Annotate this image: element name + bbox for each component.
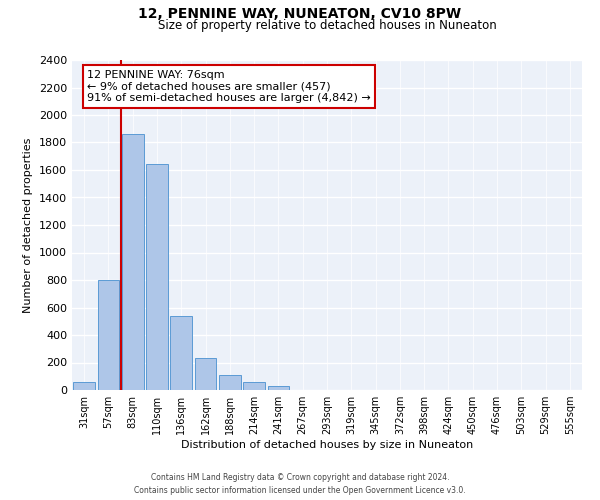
Bar bbox=[97, 280, 119, 390]
Bar bbox=[194, 358, 217, 390]
Bar bbox=[73, 382, 95, 390]
Bar bbox=[122, 134, 143, 390]
Title: Size of property relative to detached houses in Nuneaton: Size of property relative to detached ho… bbox=[158, 20, 496, 32]
Text: 12 PENNINE WAY: 76sqm
← 9% of detached houses are smaller (457)
91% of semi-deta: 12 PENNINE WAY: 76sqm ← 9% of detached h… bbox=[88, 70, 371, 103]
Bar bbox=[268, 386, 289, 390]
Bar bbox=[219, 375, 241, 390]
Y-axis label: Number of detached properties: Number of detached properties bbox=[23, 138, 34, 312]
Bar bbox=[243, 382, 265, 390]
Bar bbox=[146, 164, 168, 390]
Text: 12, PENNINE WAY, NUNEATON, CV10 8PW: 12, PENNINE WAY, NUNEATON, CV10 8PW bbox=[139, 8, 461, 22]
Text: Contains HM Land Registry data © Crown copyright and database right 2024.
Contai: Contains HM Land Registry data © Crown c… bbox=[134, 474, 466, 495]
X-axis label: Distribution of detached houses by size in Nuneaton: Distribution of detached houses by size … bbox=[181, 440, 473, 450]
Bar bbox=[170, 316, 192, 390]
